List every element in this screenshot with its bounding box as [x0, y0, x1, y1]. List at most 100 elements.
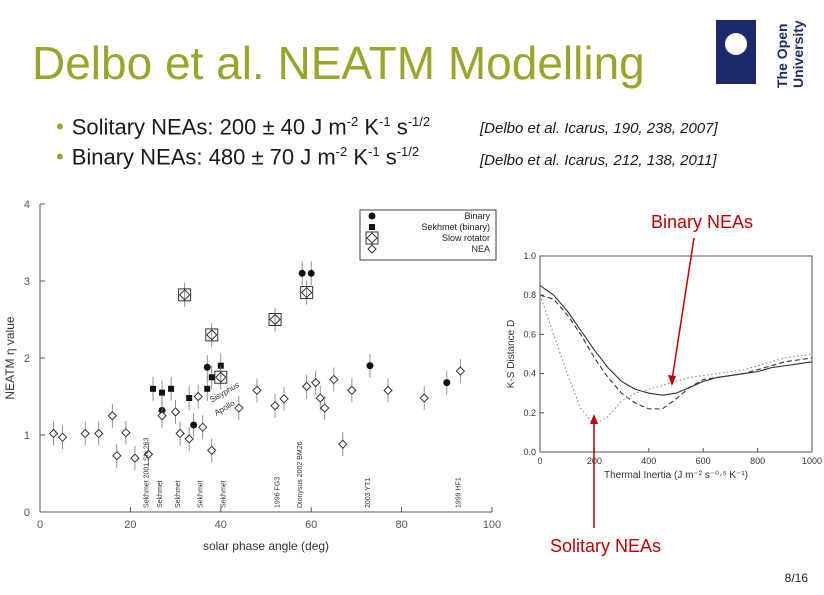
ks-x-tick-label: 0: [537, 456, 542, 466]
legend-label: Binary: [464, 211, 490, 221]
nea-point: [175, 428, 185, 439]
ks-series-line: [539, 295, 813, 426]
annotation-label: Sekhmet: [175, 480, 182, 508]
nea-point: [112, 451, 122, 461]
nea-point: [157, 411, 167, 421]
nea-point: [315, 393, 325, 403]
slow-rotator-diamond: [366, 232, 378, 244]
slow-rotator-diamond: [269, 313, 281, 326]
binary-neas-label: Binary NEAs: [651, 212, 754, 232]
ks-series-line: [539, 294, 813, 410]
sekhmet-point: [168, 385, 175, 392]
annotation-label: Sekhmet: [157, 480, 164, 508]
slide-title: Delbo et al. NEATM Modelling: [32, 37, 645, 89]
slow-rotator-diamond: [178, 289, 191, 301]
ks-plot-frame: [539, 255, 813, 453]
ks-x-tick-label: 600: [696, 456, 711, 466]
bullet-list: • Solitary NEAs: 200 ± 40 J m-2 K-1 s-1/2…: [56, 114, 430, 174]
legend-box: [359, 209, 497, 261]
sekhmet-point: [204, 385, 211, 392]
ks-x-axis-label: Thermal Inertia (J m⁻² s⁻⁰·⁵ K⁻¹): [604, 470, 748, 481]
bullet-solitary: • Solitary NEAs: 200 ± 40 J m-2 K-1 s-1/2: [56, 114, 430, 144]
annotation-label: 1999 HF1: [455, 477, 462, 508]
y-tick-label: 3: [24, 276, 30, 288]
binary-point: [203, 363, 211, 371]
nea-point: [198, 422, 208, 433]
nea-point: [234, 403, 244, 413]
legend-label: Slow rotator: [442, 233, 490, 243]
bullet-text: Solitary NEAs: 200 ± 40 J m: [71, 114, 347, 140]
nea-point: [347, 385, 357, 396]
solitary-arrow-head: [590, 414, 598, 424]
x-tick-label: 0: [37, 519, 43, 531]
nea-point: [301, 381, 312, 392]
nea-point: [270, 401, 280, 411]
ks-y-tick-label: 0.8: [523, 290, 536, 300]
nea-point: [207, 445, 217, 456]
exponent: -1: [368, 144, 380, 159]
ks-y-tick-label: 0.0: [523, 447, 536, 457]
slow-rotator-diamond: [206, 329, 218, 341]
sekhmet-point: [159, 389, 166, 396]
exponent: -1/2: [396, 144, 420, 159]
ks-y-tick-label: 0.2: [523, 408, 536, 418]
annotation-label: 2003 YT1: [365, 478, 372, 508]
x-tick-label: 20: [124, 519, 136, 531]
ks-y-tick-label: 0.6: [523, 329, 536, 339]
exponent: -2: [335, 144, 348, 159]
nea-point: [48, 428, 59, 439]
x-tick-label: 40: [215, 519, 227, 531]
exponent: -1: [379, 114, 391, 129]
slow-rotator-point: [205, 328, 219, 342]
annotation-label: Sisyphus: [208, 380, 241, 404]
slow-rotator-diamond: [215, 371, 227, 383]
slow-rotator-point: [214, 370, 228, 384]
ks-y-tick-label: 0.4: [523, 369, 536, 379]
sekhmet-point: [186, 395, 193, 402]
binary-point: [298, 269, 306, 277]
unit: K: [347, 144, 369, 170]
annotation-label: Dionysus 2002 BM26: [297, 441, 304, 508]
y-axis-label: NEATM η value: [3, 316, 17, 399]
unit: s: [379, 144, 397, 170]
ks-x-tick-label: 400: [641, 456, 656, 466]
binary-point: [190, 421, 198, 429]
binary-point: [443, 379, 451, 387]
nea-point: [184, 434, 194, 444]
y-tick-label: 4: [24, 199, 30, 211]
annotation-label: Sekhmet: [198, 480, 205, 508]
nea-point: [320, 403, 330, 413]
reference-2011: [Delbo et al. Icarus, 212, 138, 2011]: [480, 152, 717, 169]
binary-arrow-head: [668, 375, 676, 386]
ks-y-axis-label: K-S Distance D: [506, 320, 517, 388]
legend-label: NEA: [471, 244, 490, 254]
sekhmet-point: [208, 374, 215, 381]
bullet-dot-icon: •: [56, 114, 64, 140]
nea-point: [193, 391, 203, 402]
nea-point: [121, 427, 131, 438]
x-tick-label: 80: [395, 519, 407, 531]
legend-label: Sekhmet (binary): [421, 222, 490, 232]
nea-point: [94, 428, 104, 439]
nea-point: [383, 385, 393, 396]
solitary-neas-label: Solitary NEAs: [550, 536, 662, 556]
nea-point: [329, 374, 339, 385]
slow-rotator-point: [178, 288, 192, 302]
annotation-label: Sekhmet: [220, 480, 227, 508]
nea-point: [367, 244, 377, 254]
unit: K: [358, 114, 380, 140]
annotation-label: Sekhmet 2001 SN 263: [143, 437, 150, 508]
x-tick-label: 100: [483, 519, 501, 531]
y-tick-label: 1: [24, 430, 30, 442]
nea-point: [252, 385, 262, 396]
nea-point: [279, 394, 289, 404]
binary-arrow-line: [671, 237, 695, 381]
reference-2007: [Delbo et al. Icarus, 190, 238, 2007]: [480, 120, 718, 137]
slow-rotator-point: [268, 313, 282, 326]
nea-point: [57, 432, 68, 443]
sekhmet-point: [150, 385, 156, 392]
unit: s: [390, 114, 408, 140]
slow-rotator-diamond: [300, 286, 313, 299]
slow-rotator-point: [365, 231, 379, 245]
